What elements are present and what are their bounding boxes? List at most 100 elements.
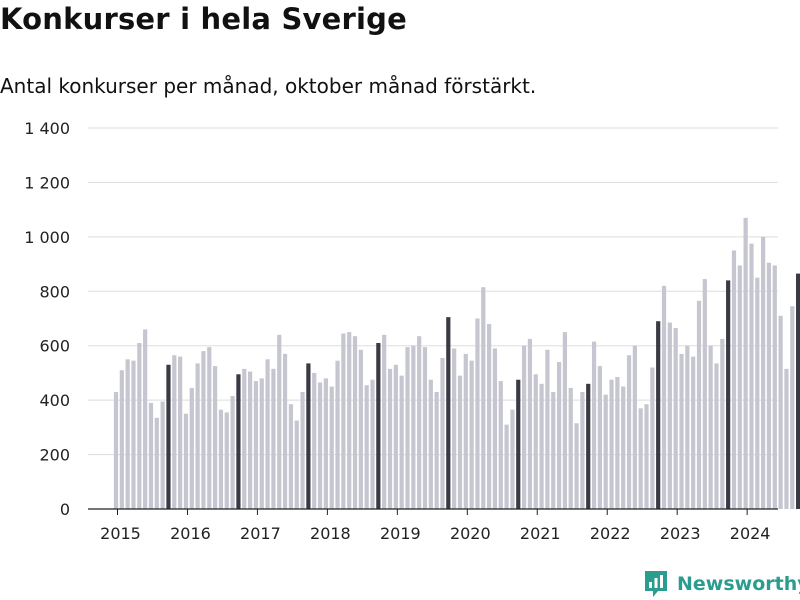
- bar: [347, 332, 352, 509]
- bar: [696, 300, 702, 509]
- bar: [539, 383, 544, 509]
- bar: [650, 367, 655, 509]
- bar: [143, 329, 148, 509]
- bar: [551, 391, 556, 509]
- bar: [615, 377, 620, 509]
- bar: [213, 366, 218, 509]
- bar: [422, 347, 428, 509]
- x-tick-label: 2021: [520, 524, 561, 543]
- bar: [679, 353, 684, 509]
- bar: [341, 333, 346, 509]
- bar: [148, 402, 154, 509]
- bar: [434, 391, 439, 509]
- y-tick-label: 1 000: [24, 228, 70, 247]
- bar: [784, 368, 789, 509]
- bars: [113, 217, 800, 510]
- bar: [335, 360, 340, 509]
- bar: [556, 362, 562, 509]
- bar: [673, 328, 678, 509]
- bar: [265, 359, 270, 509]
- x-tick-label: 2022: [590, 524, 631, 543]
- bar-october: [236, 374, 241, 509]
- y-tick-label: 1 200: [24, 173, 70, 192]
- bar: [580, 391, 585, 509]
- x-tick-label: 2019: [380, 524, 421, 543]
- bar-october: [306, 363, 311, 509]
- chart-subtitle: Antal konkurser per månad, oktober månad…: [0, 74, 537, 98]
- y-tick-label: 800: [39, 282, 70, 301]
- bar-october: [656, 321, 661, 509]
- y-axis-tick-labels: 0 200 400 600 800 1 000 1 200 1 400: [24, 119, 70, 519]
- bar: [119, 370, 124, 509]
- x-tick-label: 2017: [240, 524, 281, 543]
- bar: [510, 409, 515, 509]
- bar: [749, 243, 754, 510]
- bar-october: [796, 273, 800, 509]
- bar: [253, 381, 259, 509]
- bar: [743, 217, 748, 510]
- bar: [428, 379, 433, 509]
- bar: [737, 265, 742, 509]
- bar: [626, 355, 632, 509]
- bar: [183, 413, 189, 509]
- bar: [393, 364, 398, 509]
- bar: [282, 353, 288, 509]
- bar: [481, 287, 486, 509]
- bar: [463, 353, 468, 509]
- bar: [527, 338, 533, 509]
- bar: [387, 368, 393, 509]
- bar: [300, 391, 305, 509]
- bar: [207, 347, 212, 509]
- x-tick-label: 2016: [170, 524, 211, 543]
- bar: [591, 341, 597, 509]
- bar: [457, 375, 463, 509]
- bar: [714, 363, 719, 509]
- bar: [597, 366, 602, 509]
- bar: [766, 262, 772, 509]
- bar: [778, 315, 783, 509]
- bar: [574, 423, 579, 509]
- bar: [405, 347, 410, 509]
- bar: [137, 342, 142, 509]
- bar-october: [446, 317, 451, 509]
- bar: [125, 359, 130, 509]
- bar: [702, 279, 707, 509]
- bar: [562, 332, 568, 509]
- y-tick-label: 200: [39, 446, 70, 465]
- bar: [522, 345, 527, 509]
- bar: [498, 381, 503, 509]
- bar: [417, 336, 422, 509]
- bar: [195, 363, 200, 509]
- bar: [160, 401, 165, 509]
- bar: [492, 348, 498, 509]
- bar: [317, 382, 323, 509]
- bar: [271, 368, 276, 509]
- bar-october: [726, 280, 731, 509]
- bar: [247, 371, 253, 509]
- y-tick-label: 600: [39, 337, 70, 356]
- bar: [452, 348, 457, 509]
- brand-logo[interactable]: Newsworthy: [643, 569, 800, 599]
- bar: [644, 404, 649, 509]
- bar-october: [166, 364, 171, 509]
- bar: [603, 394, 608, 509]
- y-tick-label: 1 400: [24, 119, 70, 138]
- bar: [288, 404, 293, 509]
- bar: [720, 338, 725, 509]
- bar: [411, 345, 416, 509]
- bar: [568, 387, 573, 509]
- bar: [661, 285, 667, 509]
- bar: [440, 357, 445, 509]
- bar: [172, 355, 177, 509]
- bar: [609, 379, 614, 509]
- x-tick-label: 2023: [660, 524, 701, 543]
- bar: [364, 385, 369, 509]
- x-tick-label: 2018: [310, 524, 351, 543]
- bar: [312, 372, 317, 509]
- y-tick-label: 400: [39, 391, 70, 410]
- chart-title: Konkurser i hela Sverige: [0, 2, 407, 36]
- bar: [323, 378, 328, 509]
- bar: [154, 417, 159, 509]
- brand-name: Newsworthy: [677, 573, 800, 595]
- bar: [178, 356, 183, 509]
